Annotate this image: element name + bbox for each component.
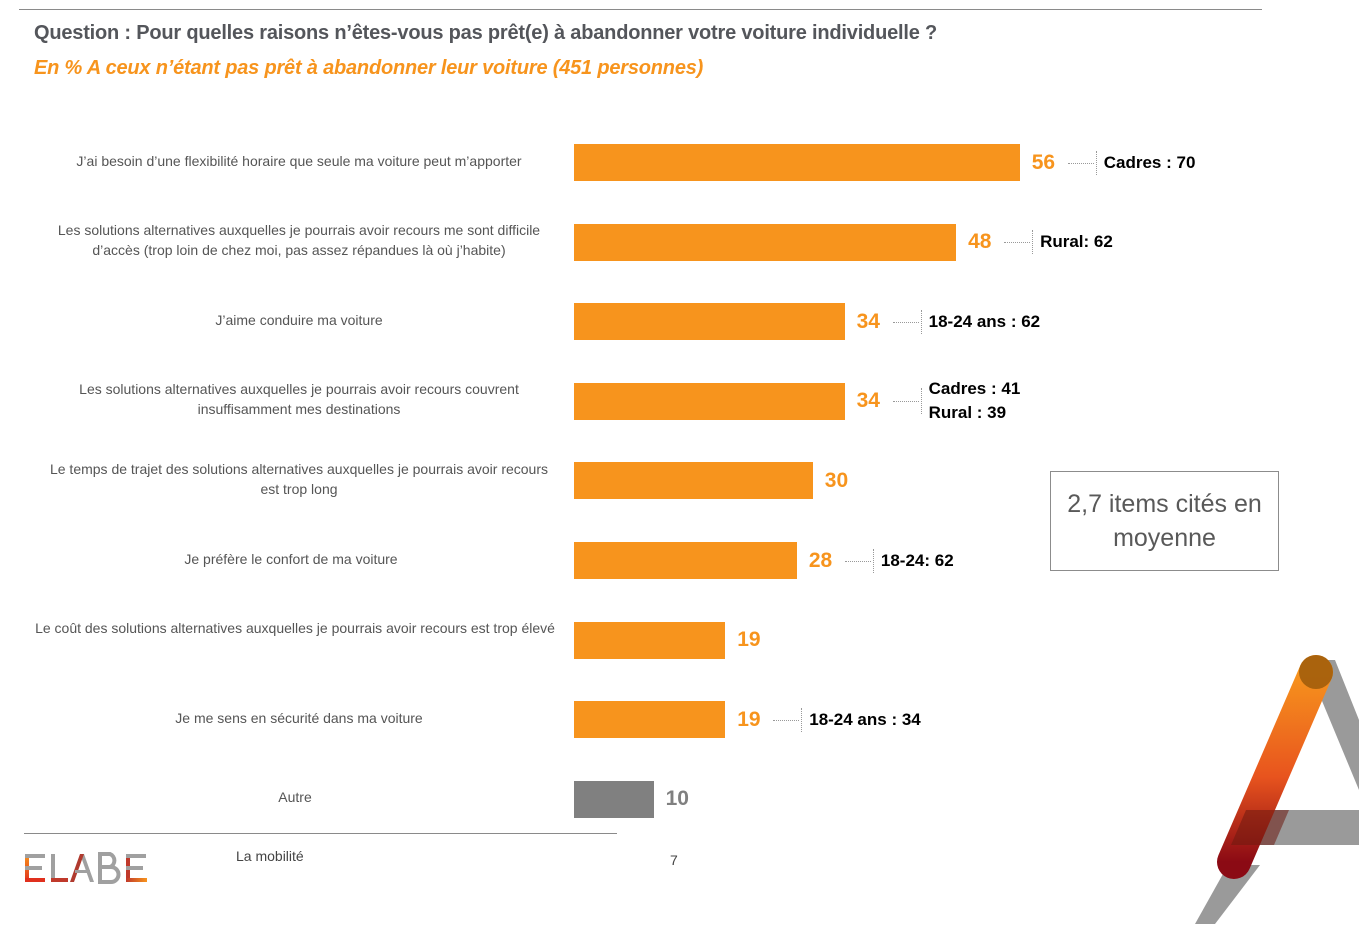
footer-section-title: La mobilité — [236, 848, 304, 864]
value-label: 56 — [1031, 150, 1056, 174]
bar — [574, 542, 797, 579]
leader-bracket — [872, 548, 874, 573]
chart-title: Question : Pour quelles raisons n’êtes-v… — [34, 22, 938, 44]
leader-bracket — [920, 388, 922, 415]
category-label: Je préfère le confort de ma voiture — [184, 550, 398, 567]
category-label: Je me sens en sécurité dans ma voiture — [175, 709, 423, 726]
top-divider — [19, 9, 1262, 10]
average-items-note: 2,7 items cités en moyenne — [1050, 471, 1279, 571]
subgroup-callout: 18-24 ans : 62 — [928, 311, 1041, 331]
bar — [574, 621, 726, 659]
bar — [574, 303, 845, 341]
value-label: 30 — [824, 468, 849, 492]
leader-line — [1067, 162, 1094, 164]
category-label: Le temps de trajet des solutions alterna… — [49, 460, 549, 497]
leader-line — [844, 560, 871, 562]
footer-divider — [24, 833, 617, 834]
brand-a-icon — [1195, 655, 1359, 924]
bar — [574, 701, 726, 739]
subgroup-callout: Rural: 62 — [1040, 232, 1113, 252]
leader-line — [892, 321, 919, 323]
subgroup-callout: Cadres : 70 — [1103, 152, 1196, 172]
elabe-logo — [22, 846, 152, 891]
leader-bracket — [801, 707, 803, 732]
leader-line — [1004, 242, 1031, 244]
leader-line — [773, 719, 800, 721]
value-label: 28 — [808, 548, 833, 572]
value-label: 19 — [737, 628, 761, 652]
elabe-logo-mark — [25, 852, 147, 884]
category-label: Les solutions alternatives auxquelles je… — [79, 381, 519, 418]
subgroup-callout: 18-24: 62 — [880, 550, 954, 570]
subgroup-callout: Cadres : 41 — [928, 379, 1021, 399]
value-label: 10 — [665, 787, 689, 811]
value-label: 19 — [737, 707, 761, 731]
leader-line — [892, 401, 919, 403]
subgroup-callout: Rural : 39 — [928, 403, 1007, 423]
bar — [574, 223, 957, 261]
category-label: Le coût des solutions alternatives auxqu… — [35, 620, 555, 637]
value-label: 34 — [856, 309, 880, 333]
average-items-text: 2,7 items cités en moyenne — [1067, 490, 1262, 552]
bar — [574, 780, 654, 818]
bar — [574, 144, 1020, 181]
bar — [574, 382, 845, 420]
category-label: Autre — [278, 789, 312, 806]
leader-bracket — [1095, 150, 1097, 175]
subgroup-callout: 18-24 ans : 34 — [809, 709, 921, 729]
category-label: J’ai besoin d’une flexibilité horaire qu… — [76, 152, 522, 169]
leader-bracket — [1032, 230, 1034, 255]
brand-a-decoration — [1180, 640, 1359, 929]
chart-subtitle: En % A ceux n’étant pas prêt à abandonne… — [34, 57, 704, 79]
bar — [574, 462, 813, 500]
value-label: 34 — [856, 389, 880, 413]
category-label: Les solutions alternatives auxquelles je… — [57, 222, 541, 259]
leader-bracket — [920, 309, 922, 334]
category-label: J’aime conduire ma voiture — [215, 311, 383, 328]
page-number: 7 — [670, 852, 678, 868]
value-label: 48 — [968, 230, 992, 254]
